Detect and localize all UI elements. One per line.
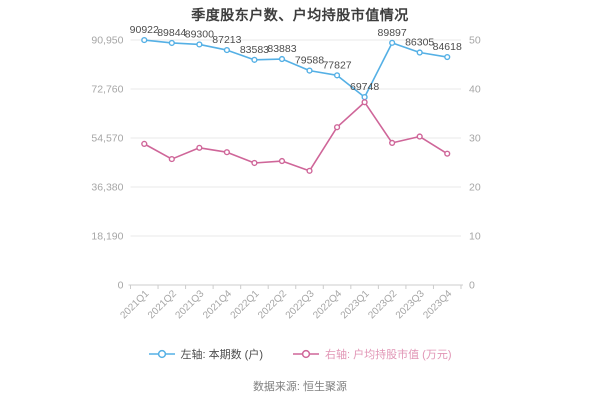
series-market-value xyxy=(141,99,451,174)
data-point[interactable] xyxy=(251,159,258,167)
series-line xyxy=(143,101,448,172)
x-axis-category-label: 2022Q2 xyxy=(256,288,289,321)
data-point-label: 89897 xyxy=(378,27,407,39)
x-axis-category-label: 2021Q2 xyxy=(146,288,179,321)
left-axis-tick-label: 90,950 xyxy=(91,35,123,47)
right-axis-tick-label: 20 xyxy=(469,182,481,194)
x-axis-category-label: 2021Q3 xyxy=(174,288,207,321)
right-axis-tick-label: 40 xyxy=(469,84,481,96)
data-point-label: 77827 xyxy=(322,59,351,71)
data-point[interactable] xyxy=(196,144,203,151)
left-axis-tick-label: 54,570 xyxy=(91,133,123,145)
legend-label-right-axis: 右轴: 户均持股市值 (万元) xyxy=(325,349,452,361)
left-axis-tick-label: 0 xyxy=(118,280,124,292)
data-point[interactable] xyxy=(223,46,230,54)
x-axis-category-labels: 2021Q12021Q22021Q32021Q42022Q12022Q22022… xyxy=(118,288,454,321)
legend-ring-blue xyxy=(157,349,166,359)
x-axis-category-label: 2023Q2 xyxy=(366,288,399,321)
data-point-label: 86305 xyxy=(405,37,434,49)
x-axis-category-label: 2023Q3 xyxy=(394,288,427,321)
legend-marker-pink-icon xyxy=(293,349,319,359)
data-point[interactable] xyxy=(444,53,451,61)
right-axis-tick-label: 30 xyxy=(469,133,481,145)
left-axis-tick-label: 72,760 xyxy=(91,84,123,96)
right-axis-tick-label: 10 xyxy=(469,231,481,243)
x-axis-category-label: 2022Q4 xyxy=(311,288,344,321)
data-point-label: 83883 xyxy=(267,43,296,55)
data-point-label: 90922 xyxy=(130,24,159,36)
gridlines xyxy=(130,39,461,237)
data-point[interactable] xyxy=(361,94,368,101)
x-axis-category-label: 2022Q3 xyxy=(284,288,317,321)
x-axis-category-label: 2022Q1 xyxy=(229,288,262,321)
data-point-label: 89844 xyxy=(157,27,186,39)
data-point[interactable] xyxy=(141,36,148,44)
left-axis-tick-label: 18,190 xyxy=(91,231,123,243)
chart-title: 季度股东户数、户均持股市值情况 xyxy=(191,7,409,23)
data-point[interactable] xyxy=(278,157,286,165)
data-point[interactable] xyxy=(306,67,313,74)
data-point[interactable] xyxy=(416,49,423,56)
legend-label-left-axis: 左轴: 本期数 (户) xyxy=(180,349,264,361)
data-point-label: 79588 xyxy=(295,55,324,67)
line-chart: 90,950 72,760 54,570 36,380 18,190 0 50 40 30 20 1… xyxy=(91,24,481,321)
legend-marker-blue-icon xyxy=(148,349,175,359)
data-point[interactable] xyxy=(251,56,258,63)
right-axis-labels: 50 40 30 20 10 0 xyxy=(469,35,481,292)
data-point[interactable] xyxy=(168,155,175,163)
data-point[interactable] xyxy=(223,149,230,156)
data-point[interactable] xyxy=(361,99,368,106)
data-point[interactable] xyxy=(306,167,313,174)
data-point-label: 69748 xyxy=(350,81,379,93)
legend-item-market-value[interactable]: 右轴: 户均持股市值 (万元) xyxy=(293,346,452,362)
legend: 左轴: 本期数 (户) 右轴: 户均持股市值 (万元) xyxy=(0,346,600,362)
data-point[interactable] xyxy=(389,139,396,147)
right-axis-tick-label: 0 xyxy=(469,280,475,292)
right-axis-tick-label: 50 xyxy=(469,35,481,47)
data-point-label: 89300 xyxy=(185,28,214,40)
legend-item-shareholder-count[interactable]: 左轴: 本期数 (户) xyxy=(148,346,264,362)
data-point[interactable] xyxy=(168,39,175,47)
data-point-label: 83583 xyxy=(240,44,269,56)
data-point[interactable] xyxy=(196,41,203,48)
x-axis-category-label: 2021Q1 xyxy=(118,288,151,321)
data-point[interactable] xyxy=(416,133,423,140)
data-point[interactable] xyxy=(333,72,341,79)
data-point[interactable] xyxy=(333,124,341,131)
x-axis-category-label: 2023Q4 xyxy=(421,288,454,321)
x-axis xyxy=(128,284,463,289)
x-axis-category-label: 2021Q4 xyxy=(201,288,234,321)
left-axis-tick-label: 36,380 xyxy=(91,182,123,194)
left-axis-labels: 90,950 72,760 54,570 36,380 18,190 0 xyxy=(91,35,123,292)
data-point[interactable] xyxy=(389,39,396,46)
data-point[interactable] xyxy=(444,150,451,157)
data-point[interactable] xyxy=(278,55,286,63)
data-point-label: 84618 xyxy=(433,41,462,53)
legend-ring-pink xyxy=(301,349,311,359)
data-point-label: 87213 xyxy=(212,34,241,46)
data-point[interactable] xyxy=(141,140,148,147)
x-axis-category-label: 2023Q1 xyxy=(339,288,372,321)
data-source-note: 数据来源: 恒生聚源 xyxy=(252,381,348,393)
series-line xyxy=(144,39,448,98)
series-shareholder-count: 9092289844893008721383583838837958877827… xyxy=(130,24,462,101)
